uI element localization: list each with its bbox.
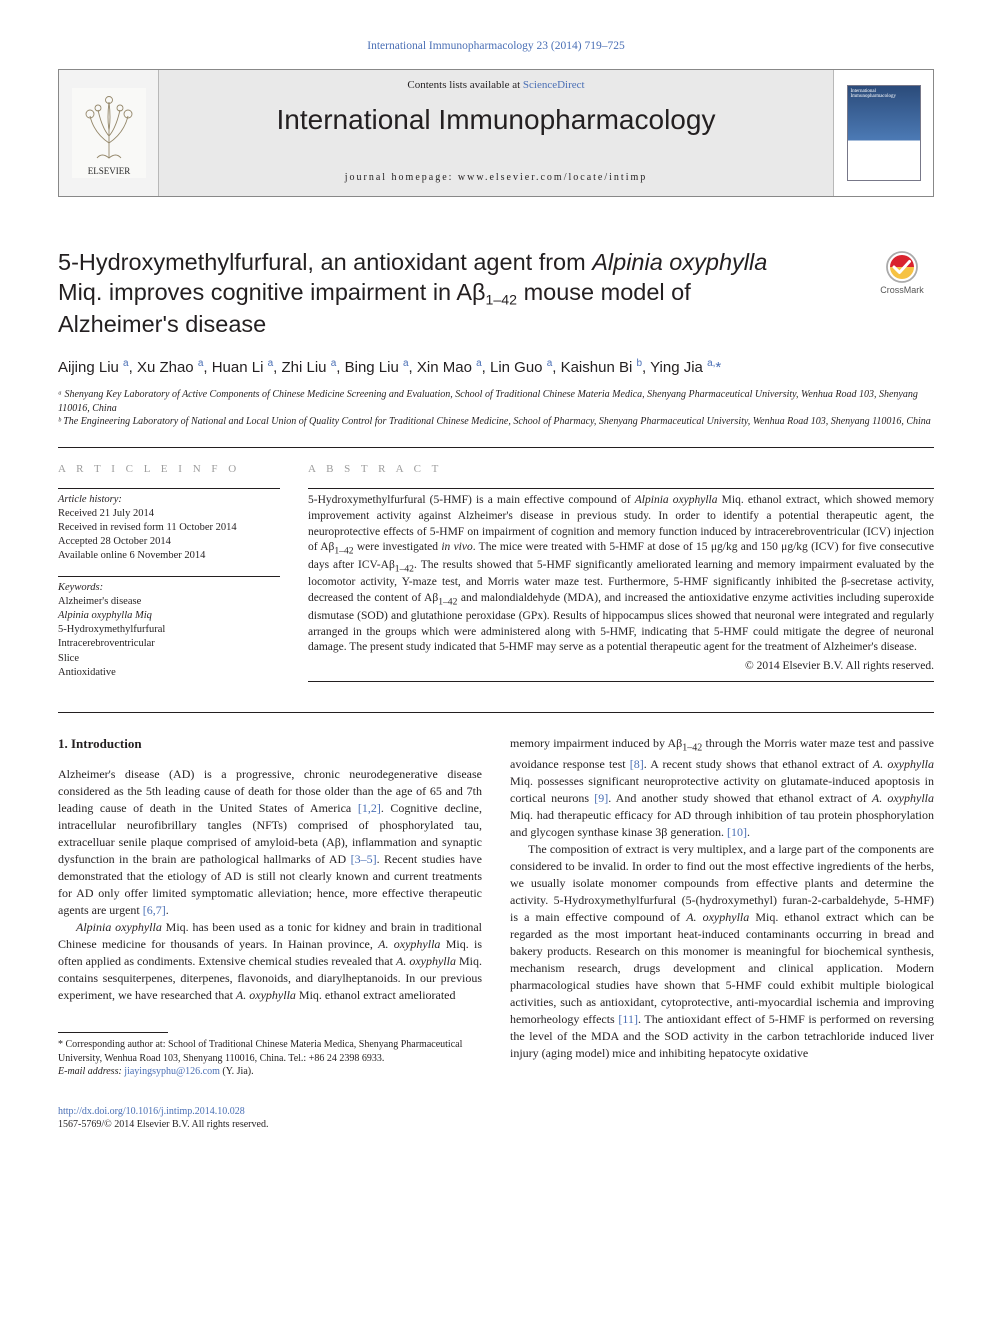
keyword-1: Alpinia oxyphylla Miq [58,609,280,623]
affiliations: ᵃ Shenyang Key Laboratory of Active Comp… [58,388,934,429]
email-label: E-mail address: [58,1066,124,1077]
keyword-4: Slice [58,652,280,666]
svg-text:CrossMark: CrossMark [880,285,924,295]
full-width-rule [58,712,934,713]
affiliation-a: ᵃ Shenyang Key Laboratory of Active Comp… [58,388,934,415]
intro-para-3: memory impairment induced by Aβ1–42 thro… [510,735,934,841]
journal-homepage-line: journal homepage: www.elsevier.com/locat… [159,171,833,196]
elsevier-tree-icon: ELSEVIER [72,88,146,178]
contents-prefix: Contents lists available at [407,79,522,91]
keyword-3: Intracerebroventricular [58,637,280,651]
contents-available-line: Contents lists available at ScienceDirec… [159,78,833,94]
crossmark-badge[interactable]: CrossMark [870,249,934,297]
history-online: Available online 6 November 2014 [58,549,280,563]
body-col-left: 1. Introduction Alzheimer's disease (AD)… [58,735,482,1132]
article-info-heading: A R T I C L E I N F O [58,462,280,478]
sciencedirect-link[interactable]: ScienceDirect [523,79,585,91]
history-revised: Received in revised form 11 October 2014 [58,521,280,535]
doi-link[interactable]: http://dx.doi.org/10.1016/j.intimp.2014.… [58,1106,245,1117]
authors-line: Aijing Liu a, Xu Zhao a, Huan Li a, Zhi … [58,357,934,378]
email-tail: (Y. Jia). [220,1066,254,1077]
intro-para-1: Alzheimer's disease (AD) is a progressiv… [58,766,482,919]
title-line2b: mouse model of [517,279,691,305]
body-col-right: memory impairment induced by Aβ1–42 thro… [510,735,934,1132]
journal-cover-box [833,70,933,196]
divider-rule [58,447,934,448]
journal-header-band: ELSEVIER Contents lists available at Sci… [58,69,934,197]
header-center: Contents lists available at ScienceDirec… [159,70,833,196]
article-info-column: A R T I C L E I N F O Article history: R… [58,462,280,686]
footer-block: http://dx.doi.org/10.1016/j.intimp.2014.… [58,1105,482,1132]
title-subscript: 1–42 [486,292,518,308]
abstract-column: A B S T R A C T 5-Hydroxymethylfurfural … [308,462,934,686]
intro-para-4: The composition of extract is very multi… [510,841,934,1062]
abstract-rule-bottom [308,681,934,682]
corresponding-email[interactable]: jiayingsyphu@126.com [124,1066,220,1077]
top-journal-reference[interactable]: International Immunopharmacology 23 (201… [58,38,934,55]
info-rule-mid [58,576,280,577]
history-accepted: Accepted 28 October 2014 [58,535,280,549]
elsevier-label: ELSEVIER [87,166,130,176]
title-line2a: Miq. improves cognitive impairment in Aβ [58,279,486,305]
keyword-0: Alzheimer's disease [58,595,280,609]
article-title: 5-Hydroxymethylfurfural, an antioxidant … [58,247,850,340]
affiliation-b: ᵇ The Engineering Laboratory of National… [58,415,934,429]
keyword-2: 5-Hydroxymethylfurfural [58,623,280,637]
keywords-label: Keywords: [58,581,280,595]
top-journal-ref-link[interactable]: International Immunopharmacology 23 (201… [367,40,624,52]
keyword-5: Antioxidative [58,666,280,680]
history-received: Received 21 July 2014 [58,507,280,521]
body-columns: 1. Introduction Alzheimer's disease (AD)… [58,735,934,1132]
introduction-heading: 1. Introduction [58,735,482,754]
title-line1-italic: Alpinia oxyphylla [592,249,767,275]
article-history-label: Article history: [58,493,280,507]
email-line: E-mail address: jiayingsyphu@126.com (Y.… [58,1065,482,1079]
abstract-rule-top [308,488,934,489]
elsevier-logo-box: ELSEVIER [59,70,159,196]
title-line3: Alzheimer's disease [58,311,266,337]
abstract-copyright: © 2014 Elsevier B.V. All rights reserved… [308,658,934,675]
title-line1: 5-Hydroxymethylfurfural, an antioxidant … [58,249,592,275]
intro-para-2: Alpinia oxyphylla Miq. has been used as … [58,919,482,1004]
abstract-text: 5-Hydroxymethylfurfural (5-HMF) is a mai… [308,493,934,657]
info-rule-top [58,488,280,489]
corresponding-author-note: * Corresponding author at: School of Tra… [58,1038,482,1065]
footnotes: * Corresponding author at: School of Tra… [58,1038,482,1079]
abstract-heading: A B S T R A C T [308,462,934,478]
issn-copyright-line: 1567-5769/© 2014 Elsevier B.V. All right… [58,1119,268,1130]
footnote-rule [58,1032,168,1033]
journal-cover-thumbnail [847,85,921,181]
journal-name: International Immunopharmacology [159,100,833,141]
